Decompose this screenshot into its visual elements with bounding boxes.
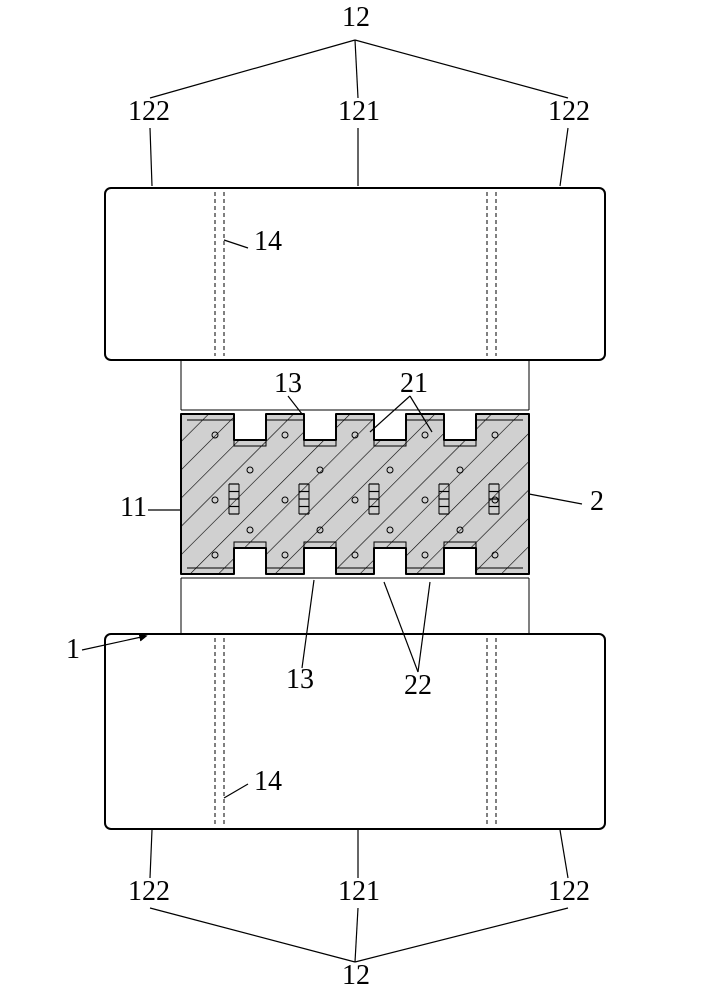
leader-line [355,40,568,98]
leader-line [150,128,152,186]
leader-line [355,908,358,962]
leader-line [224,240,248,248]
leader-line [418,582,430,672]
leader-line [302,580,314,668]
label-bot122L: 122 [128,876,170,907]
label-top122R: 122 [548,96,590,127]
label-l13t: 13 [274,368,302,399]
leader-arrow [82,636,146,650]
leader-line [560,830,568,878]
leader-line [224,784,248,798]
leader-line [355,40,358,98]
leader-line [370,396,410,432]
label-l21: 21 [400,368,428,399]
label-top12: 12 [342,2,370,33]
leader-line [529,494,582,504]
label-top14: 14 [254,226,282,257]
leader-line [150,40,355,98]
leader-line [384,582,418,672]
label-top121: 121 [338,96,380,127]
engineering-diagram: 12122121122141321112113221412212112212 [0,0,709,1000]
leader-line [355,908,568,962]
label-l1: 1 [66,634,80,665]
label-top122L: 122 [128,96,170,127]
label-bot121: 121 [338,876,380,907]
label-l14b: 14 [254,766,282,797]
label-bot122R: 122 [548,876,590,907]
outer-block [105,188,605,360]
label-l2: 2 [590,486,604,517]
leader-line [150,830,152,878]
label-l13b: 13 [286,664,314,695]
leader-line [560,128,568,186]
label-l22: 22 [404,670,432,701]
label-l11: 11 [120,492,147,523]
outer-block [105,634,605,829]
leader-line [150,908,355,962]
label-bot12: 12 [342,960,370,991]
